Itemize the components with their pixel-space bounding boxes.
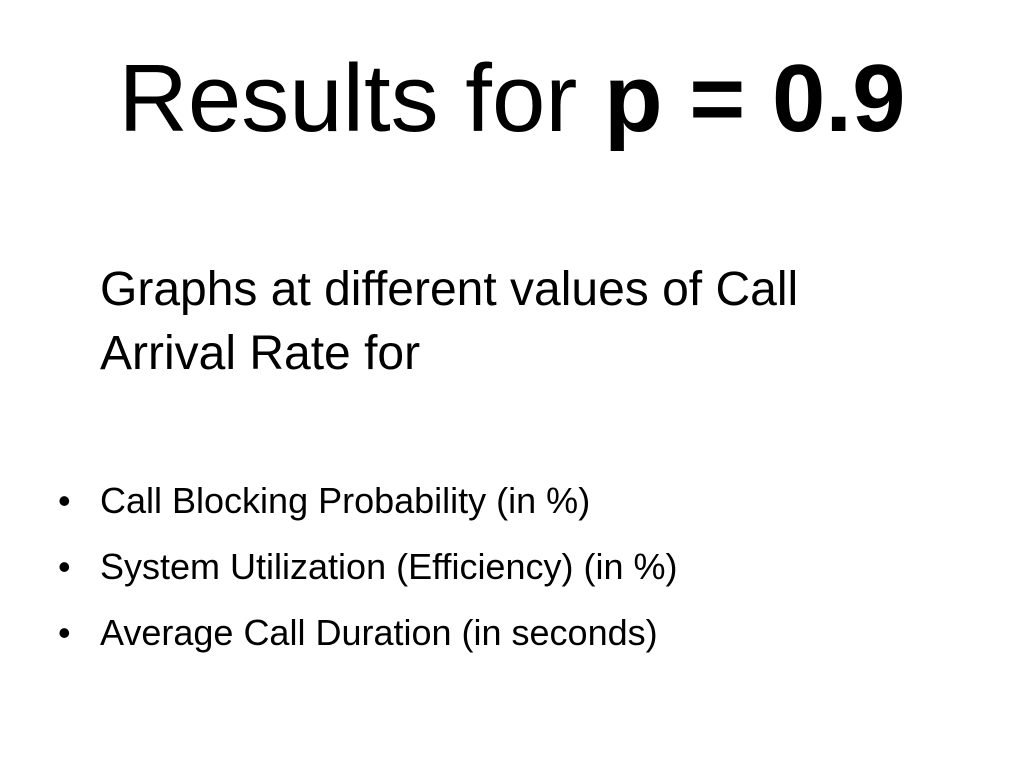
subtitle-line-1: Graphs at different values of Call [100, 263, 799, 316]
bullet-item: • System Utilization (Efficiency) (in %) [58, 534, 998, 600]
bullet-icon: • [58, 480, 71, 521]
slide-subtitle: Graphs at different values of Call Arriv… [100, 258, 980, 386]
bullet-icon: • [58, 546, 71, 587]
slide-title: Results for p = 0.9 [0, 44, 1024, 154]
bullet-text: Call Blocking Probability (in %) [100, 480, 591, 521]
bullet-icon: • [58, 612, 71, 653]
subtitle-line-2: Arrival Rate for [100, 327, 421, 380]
bullet-list: • Call Blocking Probability (in %) • Sys… [58, 468, 998, 666]
bullet-item: • Call Blocking Probability (in %) [58, 468, 998, 534]
bullet-text: System Utilization (Efficiency) (in %) [100, 546, 678, 587]
slide-title-emphasis: p = 0.9 [603, 45, 906, 152]
bullet-item: • Average Call Duration (in seconds) [58, 600, 998, 666]
bullet-text: Average Call Duration (in seconds) [100, 612, 658, 653]
slide-title-prefix: Results for [118, 45, 604, 152]
